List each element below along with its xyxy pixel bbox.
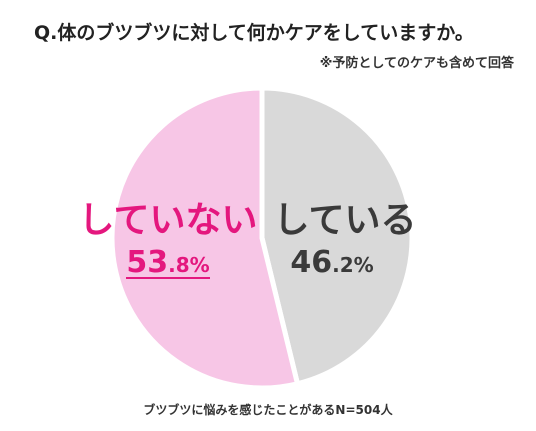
sample-size-note: ブツブツに悩みを感じたことがあるN=504人 (0, 401, 536, 418)
slice-label-yes: している (274, 200, 417, 241)
slice-label-no: していない (79, 200, 258, 241)
